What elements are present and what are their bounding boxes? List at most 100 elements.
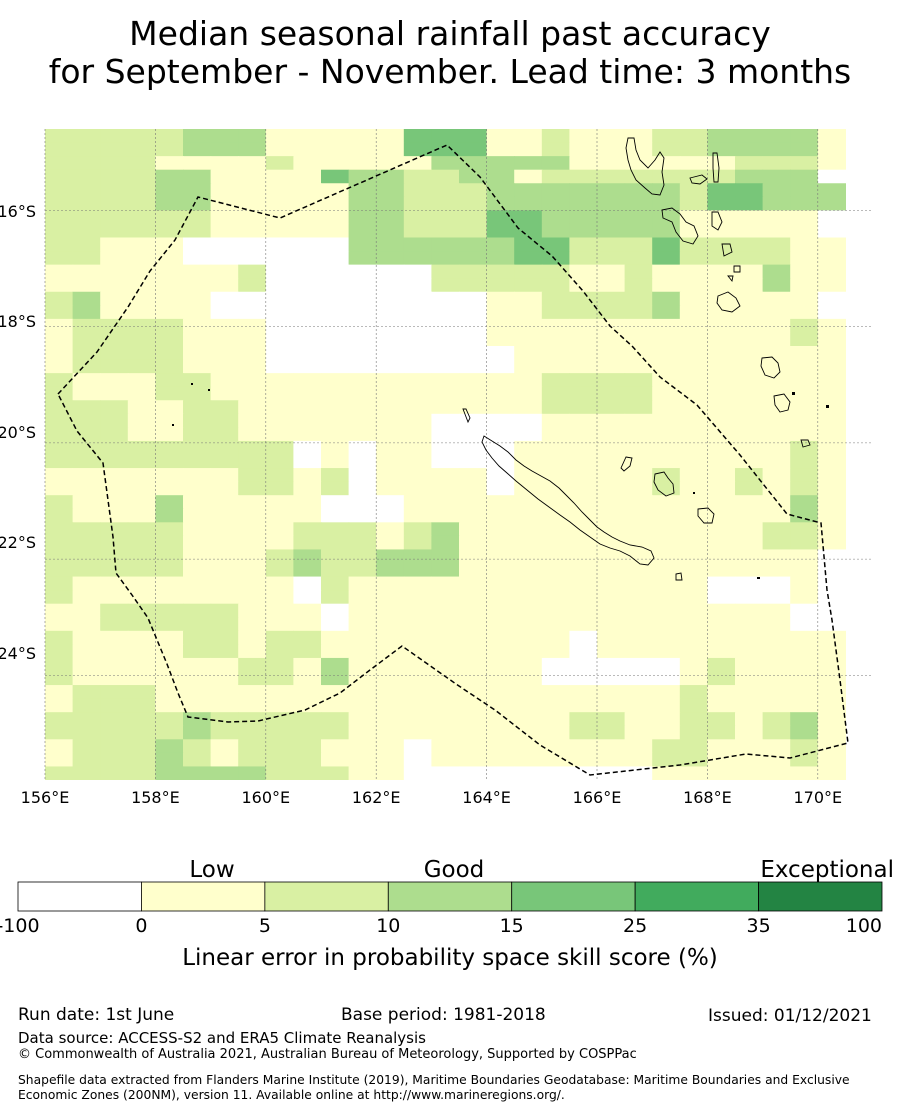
skill-cell — [817, 305, 846, 320]
skill-cell — [486, 251, 515, 266]
skill-cell — [707, 142, 736, 157]
skill-cell — [100, 644, 129, 659]
shapefile-credit: Shapefile data extracted from Flanders M… — [18, 1073, 850, 1102]
skill-cell — [541, 481, 570, 496]
skill-cell — [541, 359, 570, 374]
skill-cell — [210, 129, 239, 144]
skill-cell — [348, 549, 377, 564]
skill-cell — [817, 495, 846, 510]
skill-cell — [569, 251, 598, 266]
skill-cell — [569, 413, 598, 428]
skill-cell — [459, 427, 488, 442]
skill-cell — [265, 318, 294, 334]
skill-cell — [541, 549, 570, 564]
skill-cell — [817, 386, 846, 401]
skill-cell — [790, 386, 819, 401]
lon-tick-label: 158°E — [131, 788, 180, 807]
skill-cell — [376, 752, 405, 768]
skill-cell — [735, 386, 764, 401]
skill-cell — [459, 522, 488, 537]
skill-cell — [348, 644, 377, 659]
skill-cell — [265, 413, 294, 428]
skill-cell — [762, 346, 791, 361]
skill-cell — [265, 481, 294, 496]
skill-cell — [265, 725, 294, 740]
skill-cell — [293, 481, 322, 496]
colorbar-category-good: Good — [424, 857, 485, 883]
skill-cell — [155, 183, 184, 198]
skill-cell — [238, 549, 267, 564]
skill-cell — [652, 305, 681, 320]
skill-cell — [790, 603, 819, 618]
skill-cell — [127, 508, 156, 523]
skill-cell — [321, 129, 350, 144]
skill-cell — [762, 481, 791, 496]
skill-cell — [45, 129, 74, 144]
skill-cell — [459, 685, 488, 700]
skill-cell — [431, 630, 460, 645]
skill-cell — [624, 183, 653, 198]
skill-cell — [817, 508, 846, 523]
skill-cell — [817, 590, 846, 605]
skill-cell — [155, 129, 184, 144]
skill-cell — [376, 630, 405, 645]
skill-cell — [348, 196, 377, 211]
skill-cell — [569, 278, 598, 293]
skill-cell — [100, 291, 129, 306]
skill-cell — [652, 156, 681, 171]
skill-cell — [624, 671, 653, 686]
skill-cell — [514, 346, 543, 361]
skill-cell — [597, 468, 626, 483]
skill-cell — [707, 576, 736, 591]
skill-cell — [707, 468, 736, 483]
skill-cell — [210, 495, 239, 510]
skill-cell — [541, 630, 570, 645]
skill-cell — [321, 318, 350, 334]
skill-cell — [486, 657, 515, 673]
skill-cell — [569, 481, 598, 496]
skill-cell — [238, 468, 267, 483]
skill-cell — [348, 318, 377, 334]
skill-cell — [624, 617, 653, 632]
skill-cell — [624, 752, 653, 768]
skill-cell — [100, 210, 129, 225]
skill-cell — [238, 183, 267, 198]
skill-cell — [486, 454, 515, 469]
skill-cell — [652, 210, 681, 225]
colorbar-swatch — [634, 881, 759, 912]
skill-cell — [100, 264, 129, 279]
skill-cell — [238, 291, 267, 306]
skill-cell — [762, 359, 791, 374]
skill-cell — [817, 617, 846, 632]
skill-cell — [45, 725, 74, 740]
skill-cell — [72, 644, 101, 659]
skill-cell — [624, 508, 653, 523]
skill-cell — [238, 590, 267, 605]
skill-cell — [597, 129, 626, 144]
skill-cell — [293, 603, 322, 618]
skill-cell — [265, 156, 294, 171]
skill-cell — [679, 617, 708, 632]
skill-cell — [459, 440, 488, 456]
skill-cell — [459, 752, 488, 768]
skill-cell — [679, 522, 708, 537]
efate-coastline — [716, 291, 741, 313]
skill-cell — [265, 169, 294, 184]
skill-cell — [127, 535, 156, 551]
skill-cell — [735, 576, 764, 591]
skill-cell — [597, 346, 626, 361]
skill-cell — [569, 698, 598, 713]
skill-cell — [293, 196, 322, 211]
skill-cell — [514, 129, 543, 144]
skill-cell — [183, 535, 212, 551]
skill-cell — [265, 563, 294, 578]
skill-cell — [762, 698, 791, 713]
skill-cell — [238, 671, 267, 686]
skill-cell — [486, 129, 515, 144]
skill-cell — [514, 603, 543, 618]
skill-cell — [652, 671, 681, 686]
colorbar-swatch — [264, 881, 389, 912]
skill-cell — [679, 413, 708, 428]
skill-cell — [45, 522, 74, 537]
erromango-coastline — [760, 356, 781, 379]
